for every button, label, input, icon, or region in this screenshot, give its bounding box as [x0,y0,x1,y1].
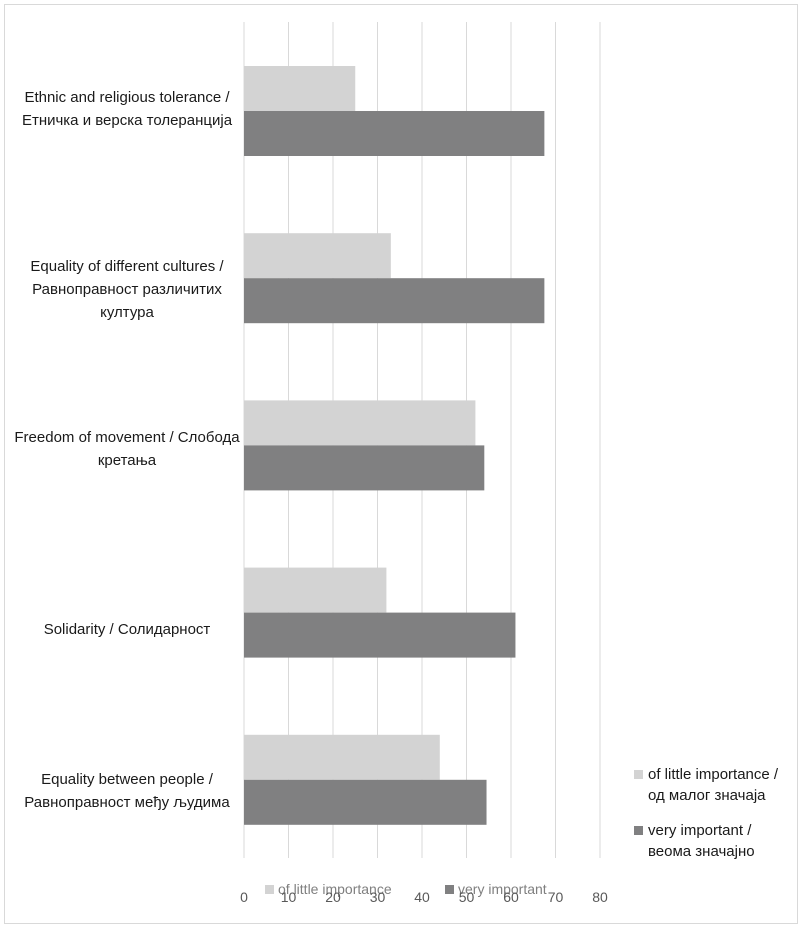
x-tick-labels: 0 10 20 30 40 50 60 70 80 [240,889,608,905]
category-label: Solidarity / Солидарност [43,621,211,638]
category-label: Ethnic and religious tolerance / Етничка… [21,89,233,129]
bar-little-importance [244,400,476,446]
x-tick-label: 30 [370,889,386,905]
x-tick-label: 10 [281,889,297,905]
x-tick-label: 40 [414,889,430,905]
x-tick-label: 80 [592,889,608,905]
bar-little-importance [244,233,391,279]
bottom-legend-label: very important [458,881,547,897]
bottom-legend-swatch [265,885,274,894]
x-tick-label: 60 [503,889,519,905]
category-label: Equality of different cultures / Равнопр… [30,258,224,321]
right-legend-item: very important / веома значајно [634,820,798,862]
bar-very-important [244,111,545,156]
bar-little-importance [244,567,387,613]
legend-swatch-very [634,826,643,835]
bar-little-importance [244,66,356,111]
right-legend-item: of little importance / од малог значаја [634,764,798,806]
x-tick-label: 70 [548,889,564,905]
bar-little-importance [244,734,440,780]
right-legend: of little importance / од малог значаја … [634,764,798,876]
bottom-legend: of little importance very important [265,881,547,897]
category-label: Equality between people / Равноправност … [24,771,230,811]
x-tick-label: 50 [459,889,475,905]
bottom-legend-swatch [445,885,454,894]
bar-very-important [244,445,485,491]
category-label: Freedom of movement / Слобода кретања [14,429,240,469]
legend-swatch-little [634,770,643,779]
bar-very-important [244,612,516,658]
bar-very-important [244,779,487,825]
x-tick-label: 0 [240,889,248,905]
bars [244,66,545,825]
legend-label-very: very important / веома значајно [648,822,755,860]
bar-very-important [244,278,545,324]
bottom-legend-label: of little importance [278,881,392,897]
legend-label-little: of little importance / од малог значаја [648,766,779,804]
x-tick-label: 20 [325,889,341,905]
